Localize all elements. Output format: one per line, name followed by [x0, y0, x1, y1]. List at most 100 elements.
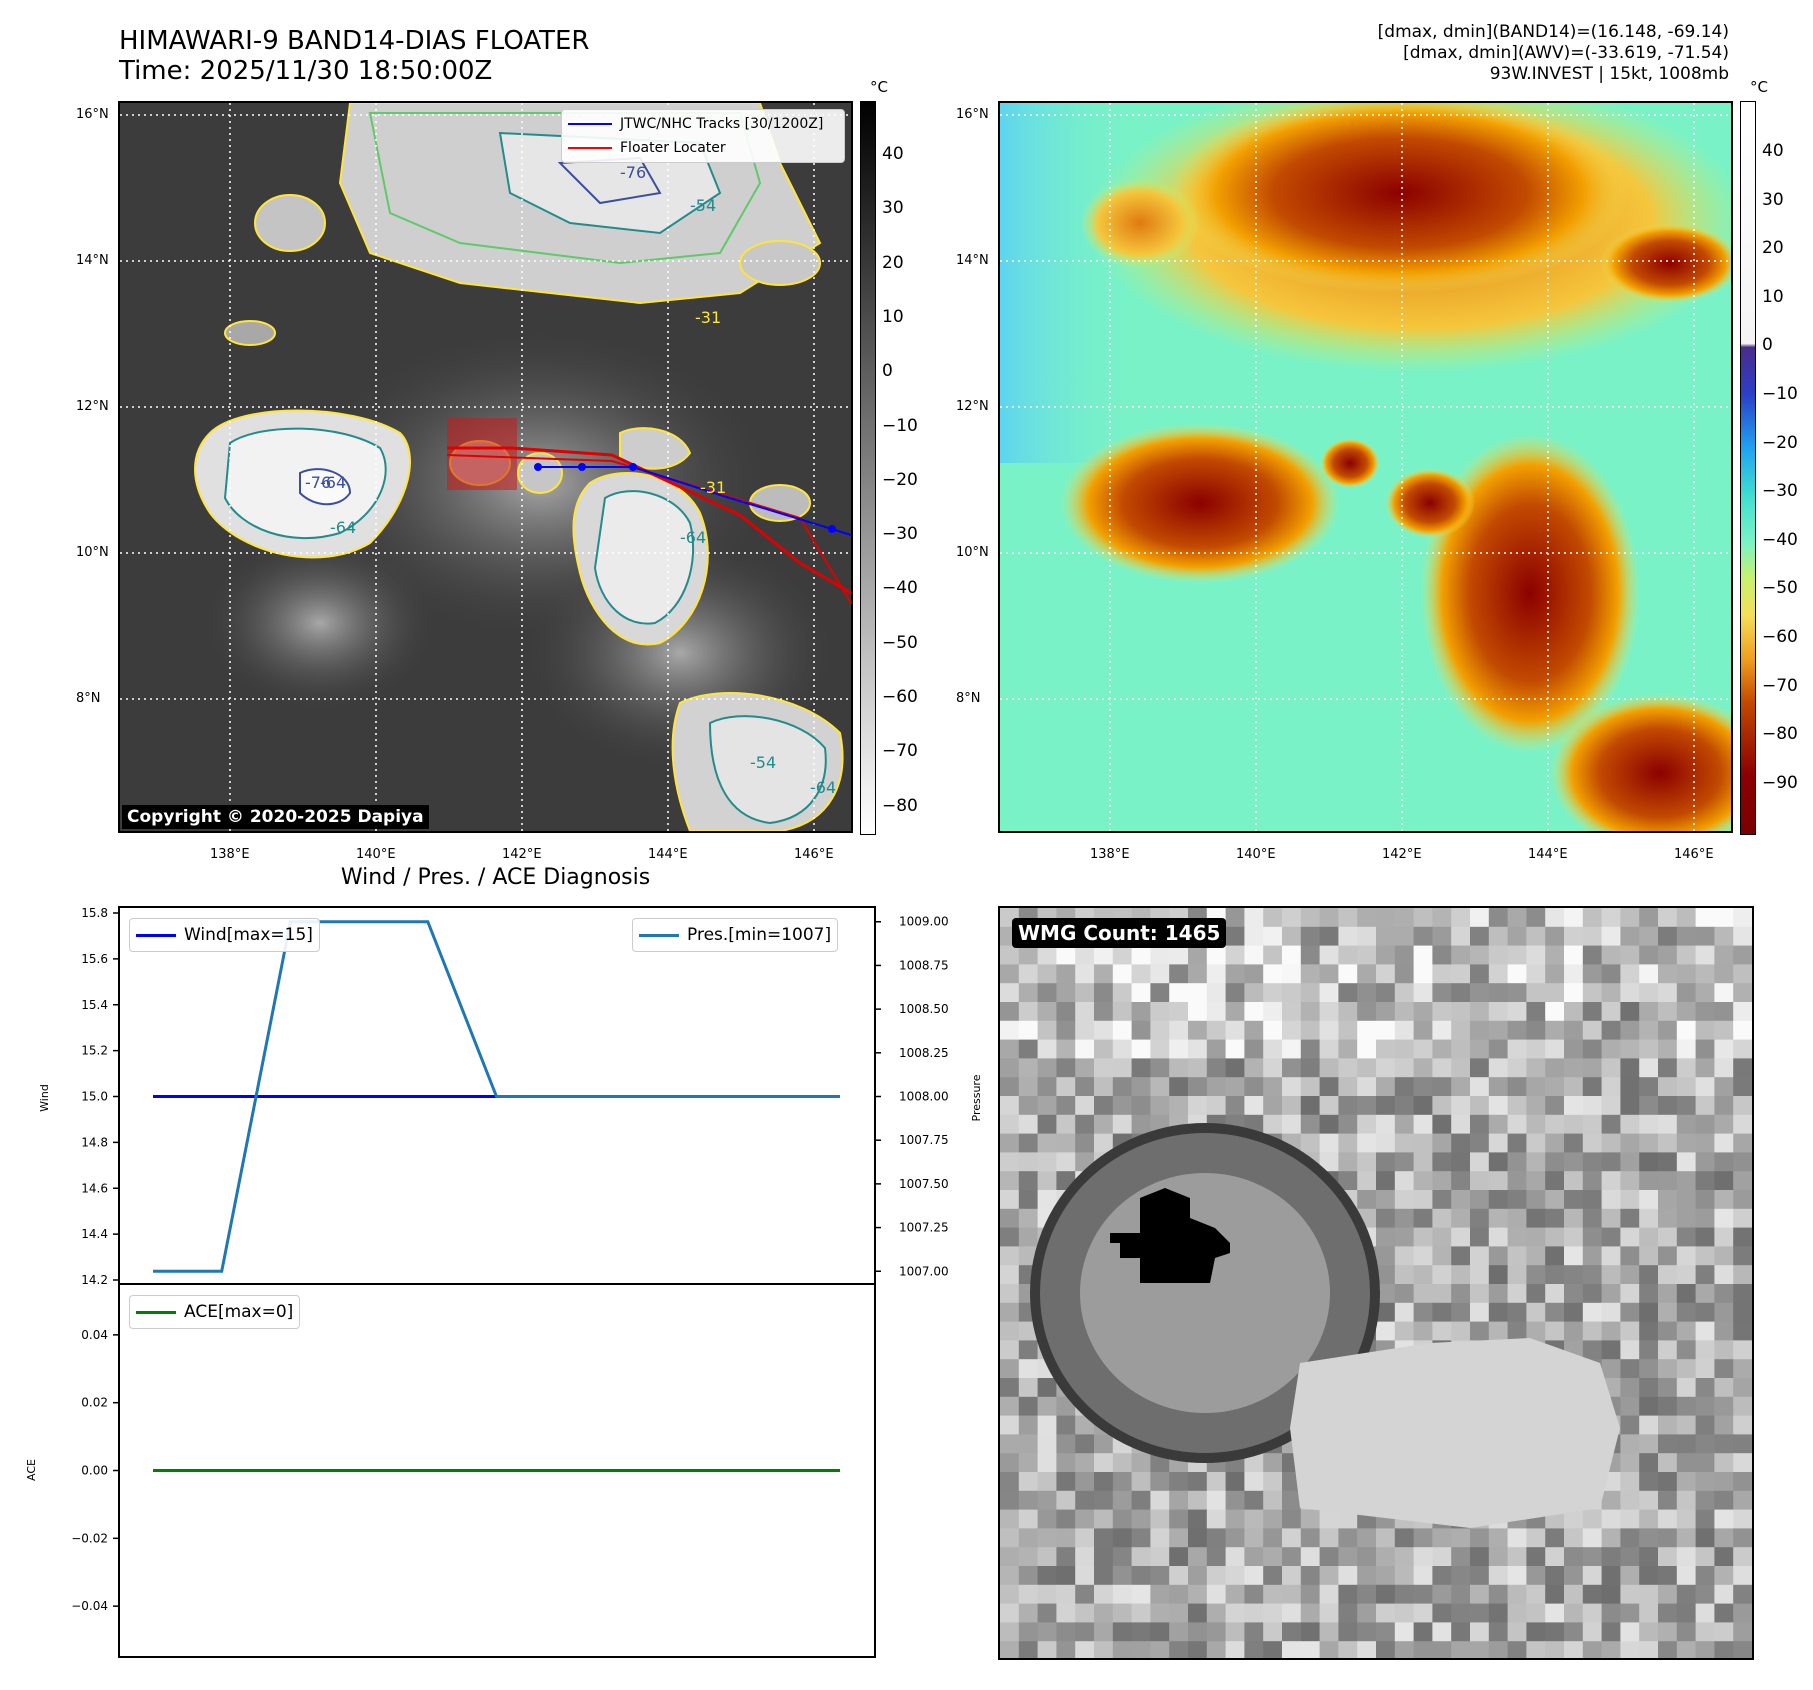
- wmg-pixel: [1545, 1284, 1565, 1304]
- legend-label: ACE[max=0]: [184, 1302, 294, 1322]
- contour-label: -54: [750, 753, 776, 772]
- wmg-pixel: [1244, 1547, 1264, 1567]
- ir-map-image: -76 -54 -31 -64 -76 -64 -31 -64 -54 -64: [120, 103, 851, 831]
- wmg-pixel: [1150, 964, 1170, 984]
- wmg-pixel: [1470, 1190, 1490, 1210]
- wmg-pixel: [1000, 1641, 1020, 1658]
- wmg-pixel: [1582, 1509, 1603, 1529]
- wmg-pixel: [1676, 1171, 1697, 1191]
- wmg-pixel: [1582, 1002, 1603, 1022]
- wmg-pixel: [1282, 1039, 1302, 1059]
- wmg-pixel: [1507, 1039, 1527, 1059]
- wmg-pixel: [1564, 1208, 1584, 1229]
- wmg-pixel: [1470, 1002, 1490, 1022]
- wmg-pixel: [1564, 908, 1584, 928]
- wmg-pixel: [1094, 1584, 1114, 1605]
- wmg-pixel: [1639, 1378, 1659, 1398]
- wmg-pixel: [1658, 926, 1678, 947]
- lon-tick-label: 144°E: [1528, 847, 1568, 862]
- wmg-pixel: [1676, 1378, 1697, 1398]
- wmg-pixel: [1676, 1039, 1697, 1059]
- wmg-pixel: [1676, 1490, 1697, 1511]
- legend-label: Floater Locater: [620, 140, 726, 156]
- wmg-pixel: [1112, 945, 1133, 965]
- wmg-pixel: [1507, 1058, 1527, 1078]
- colorbar-tick-label: −60: [1762, 627, 1798, 647]
- wmg-pixel: [1733, 1566, 1752, 1586]
- wmg-pixel: [1112, 1020, 1133, 1041]
- wmg-pixel: [1150, 1058, 1170, 1078]
- wmg-pixel: [1056, 1434, 1076, 1454]
- wmg-pixel: [1488, 1284, 1509, 1304]
- wmg-pixel: [1733, 1208, 1752, 1229]
- wmg-pixel: [1733, 1039, 1752, 1059]
- wmg-pixel: [1676, 926, 1697, 947]
- wmg-pixel: [1526, 1002, 1546, 1022]
- wmg-pixel: [1451, 964, 1471, 984]
- wmg-pixel: [1300, 1547, 1321, 1567]
- wmg-pixel: [1206, 945, 1227, 965]
- wmg-pixel: [1244, 1058, 1264, 1078]
- wmg-pixel: [1545, 1039, 1565, 1059]
- wmg-pixel: [1488, 1528, 1509, 1548]
- wmg-pixel: [1526, 1284, 1546, 1304]
- wmg-pixel: [1056, 1114, 1076, 1135]
- wmg-pixel: [1150, 1641, 1170, 1658]
- colorbar-tick-label: −30: [1762, 481, 1798, 502]
- wmg-pixel: [1131, 1490, 1151, 1511]
- wmg-pixel: [1676, 1208, 1697, 1229]
- wmg-pixel: [1451, 1566, 1471, 1586]
- wmg-pixel: [1564, 1509, 1584, 1529]
- wmg-pixel: [1150, 1528, 1170, 1548]
- wmg-pixel: [1451, 908, 1471, 928]
- wmg-pixel: [1206, 1509, 1227, 1529]
- wmg-pixel: [1225, 1002, 1245, 1022]
- wmg-pixel: [1545, 964, 1565, 984]
- wmg-pixel: [1545, 908, 1565, 928]
- wmg-pixel: [1037, 1114, 1057, 1135]
- colorbar-tick-label: −40: [1762, 529, 1798, 550]
- wmg-pixel: [1733, 1133, 1752, 1153]
- wmg-pixel: [1620, 1472, 1640, 1492]
- wmg-pixel: [1112, 1039, 1133, 1059]
- wmg-pixel: [1432, 1190, 1452, 1210]
- wmg-pixel: [1188, 1096, 1208, 1116]
- wmg-pixel: [1639, 1340, 1659, 1360]
- legend-item-floater: Floater Locater: [562, 136, 844, 160]
- wmg-pixel: [1676, 1566, 1697, 1586]
- wmg-pixel: [1169, 1058, 1189, 1078]
- lat-tick-label: 14°N: [956, 253, 989, 268]
- wmg-pixel: [1037, 1584, 1057, 1605]
- wmg-pixel: [1639, 983, 1659, 1003]
- wmg-pixel: [1018, 1208, 1039, 1229]
- wmg-pixel: [1319, 945, 1339, 965]
- wmg-pixel: [1300, 964, 1321, 984]
- wmg-pixel: [1376, 1039, 1396, 1059]
- wmg-pixel: [1526, 1190, 1546, 1210]
- wmg-pixel: [1357, 1077, 1377, 1097]
- wmg-pixel: [1733, 926, 1752, 947]
- wmg-pixel: [1545, 1171, 1565, 1191]
- wmg-pixel: [1582, 1171, 1603, 1191]
- wmg-pixel: [1714, 1603, 1734, 1623]
- wmg-pixel: [1488, 1547, 1509, 1567]
- wmg-pixel: [1244, 1641, 1264, 1658]
- wmg-pixel: [1263, 1472, 1283, 1492]
- wmg-pixel: [1357, 1584, 1377, 1605]
- stats-line1: [dmax, dmin](BAND14)=(16.148, -69.14): [1377, 22, 1729, 42]
- wmg-pixel: [1169, 1641, 1189, 1658]
- wmg-pixel: [1733, 1453, 1752, 1473]
- wmg-pixel: [1620, 1340, 1640, 1360]
- wmg-pixel: [1300, 983, 1321, 1003]
- wmg-pixel: [1037, 1528, 1057, 1548]
- wmg-pixel: [1582, 1528, 1603, 1548]
- wmg-pixel: [1225, 1058, 1245, 1078]
- wmg-pixel: [1188, 1058, 1208, 1078]
- wmg-pixel: [1338, 1528, 1358, 1548]
- wmg-pixel: [1018, 1434, 1039, 1454]
- wmg-pixel: [1658, 1359, 1678, 1379]
- wmg-pixel: [1338, 1002, 1358, 1022]
- wmg-pixel: [1714, 945, 1734, 965]
- wmg-pixel: [1000, 964, 1020, 984]
- wmg-pixel: [1620, 1284, 1640, 1304]
